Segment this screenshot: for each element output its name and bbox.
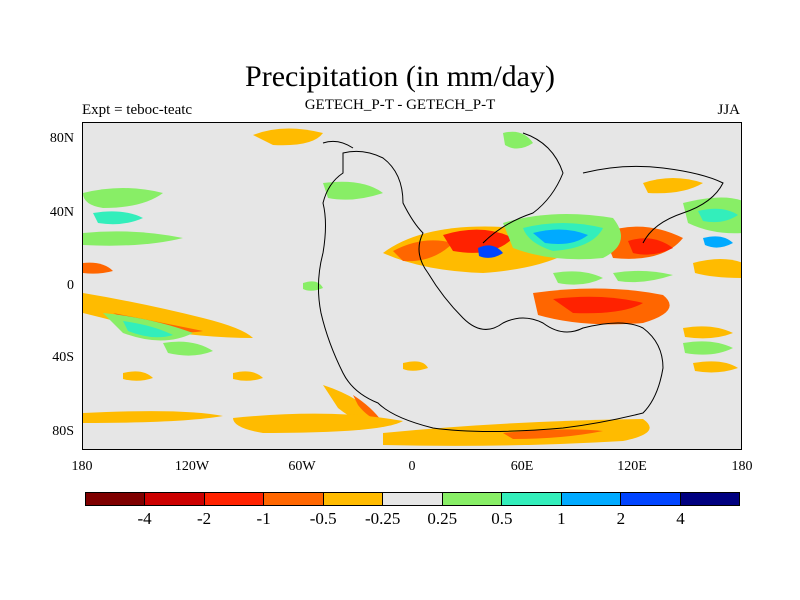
x-tick-180w: 180 xyxy=(71,459,93,474)
colorbar-label: -1 xyxy=(256,509,271,528)
colorbar-label: -0.25 xyxy=(365,509,401,528)
colorbar-segment xyxy=(145,493,205,505)
coastlines xyxy=(317,132,724,432)
experiment-label: Expt = teboc-teatc xyxy=(82,102,193,118)
colorbar-segment xyxy=(502,493,562,505)
colorbar-segment xyxy=(264,493,324,505)
x-tick-60e: 60E xyxy=(510,459,534,474)
colorbar-segment xyxy=(323,493,384,505)
x-tick-120e: 120E xyxy=(617,459,647,474)
y-tick-80s: 80S xyxy=(52,424,74,439)
x-tick-0: 0 xyxy=(408,459,416,474)
y-tick-0: 0 xyxy=(67,278,74,293)
negative-anomaly-regions xyxy=(83,128,741,446)
y-tick-40n: 40N xyxy=(49,205,74,220)
map-plot-area xyxy=(82,122,742,450)
colorbar-segment xyxy=(561,493,622,505)
x-tick-120w: 120W xyxy=(174,459,210,474)
x-tick-180e: 180 xyxy=(731,459,753,474)
x-tick-60w: 60W xyxy=(288,459,316,474)
colorbar-segment xyxy=(383,493,443,505)
colorbar-label: 1 xyxy=(557,509,566,528)
colorbar-label: -2 xyxy=(196,509,212,528)
precipitation-field xyxy=(83,128,741,446)
colorbar-label: -4 xyxy=(137,509,152,528)
colorbar-label: 2 xyxy=(616,509,626,528)
colorbar-segment xyxy=(621,493,681,505)
dataset-label: GETECH_P-T - GETECH_P-T xyxy=(304,97,496,113)
positive-anomaly-regions xyxy=(83,131,741,356)
colorbar-segment xyxy=(680,493,739,505)
colorbar-segment xyxy=(204,493,265,505)
colorbar-label: 4 xyxy=(676,509,685,528)
colorbar-segment xyxy=(86,493,146,505)
colorbar-label: 0.25 xyxy=(427,509,458,528)
y-tick-80n: 80N xyxy=(49,131,74,146)
season-label: JJA xyxy=(717,102,740,118)
colorbar-segment xyxy=(442,493,503,505)
colorbar-label: -0.5 xyxy=(309,509,337,528)
colorbar xyxy=(85,492,740,506)
plot-title: Precipitation (in mm/day) xyxy=(245,60,555,93)
colorbar-label: 0.5 xyxy=(491,509,513,528)
y-tick-40s: 40S xyxy=(52,350,74,365)
